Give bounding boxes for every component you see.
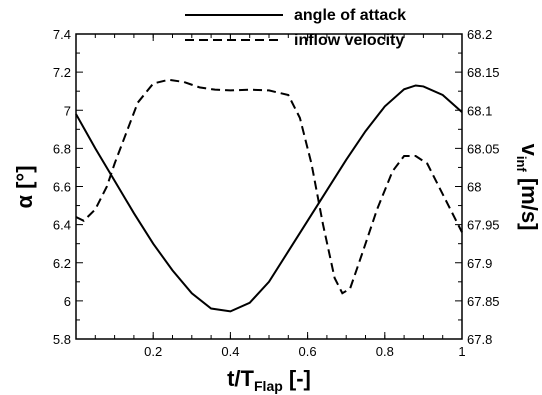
left-y-tick-label: 5.8 <box>53 332 71 347</box>
right-y-axis-title-subscript: inf <box>514 156 529 173</box>
right-y-tick-label: 68.1 <box>467 103 492 118</box>
left-y-tick-label: 6 <box>64 294 71 309</box>
left-y-tick-label: 6.2 <box>53 256 71 271</box>
legend-label-inflow-velocity: inflow velocity <box>294 32 404 49</box>
x-tick-label: 0.6 <box>299 344 317 359</box>
right-y-tick-label: 67.95 <box>467 218 500 233</box>
left-y-axis-title-main: α <box>12 195 37 209</box>
right-y-tick-label: 68.05 <box>467 141 500 156</box>
right-y-tick-label: 68 <box>467 180 481 195</box>
left-y-tick-label: 7.4 <box>53 27 71 42</box>
right-y-tick-label: 68.2 <box>467 27 492 42</box>
x-axis-title-main: t/T <box>227 366 254 391</box>
right-y-axis-ticks: 67.8 67.85 67.9 67.95 68 68.05 68.1 68.15 68.2 <box>455 27 500 347</box>
x-tick-label: 0.8 <box>376 344 394 359</box>
left-y-tick-label: 7 <box>64 103 71 118</box>
left-y-axis-title: α [°] <box>12 165 37 208</box>
x-axis-title-unit: [-] <box>283 366 311 391</box>
left-y-tick-label: 6.4 <box>53 218 71 233</box>
legend: angle of attack inflow velocity <box>185 7 406 49</box>
x-axis-ticks: 0.2 0.4 0.6 0.8 1 <box>94 34 466 359</box>
plot-frame <box>75 33 463 340</box>
right-y-tick-label: 67.85 <box>467 294 500 309</box>
series-angle-of-attack-line <box>75 84 463 313</box>
left-y-tick-label: 6.6 <box>53 180 71 195</box>
x-tick-label: 0.2 <box>144 344 162 359</box>
left-y-tick-label: 6.8 <box>53 141 71 156</box>
left-y-axis-title-unit: [°] <box>12 165 37 195</box>
right-y-tick-label: 67.9 <box>467 256 492 271</box>
x-tick-label: 0.4 <box>221 344 239 359</box>
series-inflow-velocity-line <box>75 78 463 295</box>
x-axis-title: t/TFlap [-] <box>227 366 311 394</box>
right-y-tick-label: 68.15 <box>467 65 500 80</box>
right-y-axis-title-unit: [m/s] <box>517 172 542 231</box>
left-y-axis-ticks: 5.8 6 6.2 6.4 6.6 6.8 7 7.2 7.4 <box>53 27 83 347</box>
legend-label-angle-of-attack: angle of attack <box>294 7 406 24</box>
x-axis-title-subscript: Flap <box>254 378 283 394</box>
x-tick-label: 1 <box>458 344 465 359</box>
right-y-axis-title: vinf [m/s] <box>514 144 542 231</box>
right-y-axis-title-main: v <box>517 144 542 157</box>
left-y-tick-label: 7.2 <box>53 65 71 80</box>
right-y-tick-label: 67.8 <box>467 332 492 347</box>
